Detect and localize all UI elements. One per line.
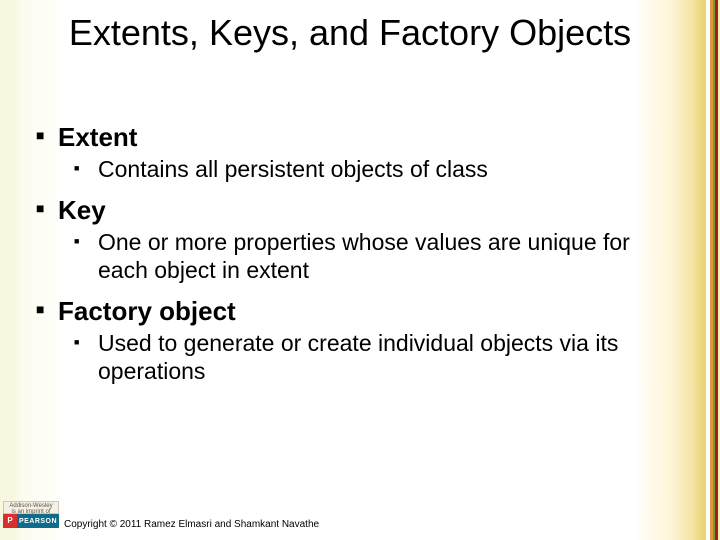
bullet-key: Key <box>36 195 676 226</box>
right-accent-stripes <box>706 0 720 540</box>
bullet-factory: Factory object <box>36 296 676 327</box>
logo-badge: P <box>3 514 17 528</box>
logo-brand: PEARSON <box>17 514 59 528</box>
copyright-text: Copyright © 2011 Ramez Elmasri and Shamk… <box>64 519 319 530</box>
slide-title: Extents, Keys, and Factory Objects <box>0 12 700 53</box>
slide: Extents, Keys, and Factory Objects Exten… <box>0 0 720 540</box>
bullet-extent: Extent <box>36 122 676 153</box>
subbullet-key: One or more properties whose values are … <box>74 228 676 284</box>
subbullet-factory: Used to generate or create individual ob… <box>74 329 676 385</box>
footer: Addison-Wesley is an imprint of P PEARSO… <box>0 496 720 540</box>
subbullet-extent: Contains all persistent objects of class <box>74 155 676 183</box>
logo-imprint-text: Addison-Wesley is an imprint of <box>3 501 59 514</box>
publisher-logo: Addison-Wesley is an imprint of P PEARSO… <box>3 501 59 528</box>
slide-body: Extent Contains all persistent objects o… <box>36 118 676 397</box>
